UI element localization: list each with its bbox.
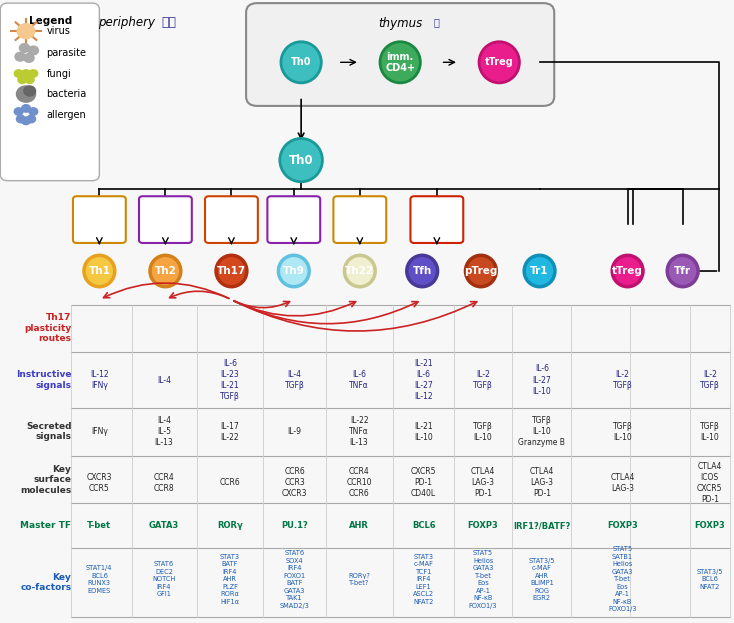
Ellipse shape bbox=[344, 255, 375, 287]
Text: Th9: Th9 bbox=[283, 266, 305, 276]
Ellipse shape bbox=[524, 255, 555, 287]
FancyBboxPatch shape bbox=[0, 3, 99, 181]
Text: TGFβ
IL-10
Granzyme B: TGFβ IL-10 Granzyme B bbox=[518, 416, 565, 447]
Circle shape bbox=[16, 86, 35, 102]
Text: CCR4
CCR8: CCR4 CCR8 bbox=[153, 473, 174, 493]
Text: Key
surface
molecules: Key surface molecules bbox=[21, 465, 71, 495]
Text: STAT5
SATB1
Helios
GATA3
T-bet
Eos
AP-1
NF-κB
FOXO1/3: STAT5 SATB1 Helios GATA3 T-bet Eos AP-1 … bbox=[608, 546, 636, 612]
Text: CCR6: CCR6 bbox=[219, 478, 240, 487]
Text: Th17
plasticity
routes: Th17 plasticity routes bbox=[24, 313, 71, 343]
Circle shape bbox=[23, 86, 35, 96]
Text: AHR: AHR bbox=[349, 521, 369, 530]
Text: pTreg: pTreg bbox=[464, 266, 498, 276]
Text: Legend: Legend bbox=[29, 16, 72, 26]
Text: BCL6: BCL6 bbox=[412, 521, 435, 530]
Text: CTLA4
LAG-3
PD-1: CTLA4 LAG-3 PD-1 bbox=[530, 467, 554, 498]
Text: IRF1?/BATF?: IRF1?/BATF? bbox=[513, 521, 570, 530]
Text: Tfr: Tfr bbox=[674, 266, 691, 276]
Text: IL-6
IL-27
IL-10: IL-6 IL-27 IL-10 bbox=[532, 364, 551, 396]
Ellipse shape bbox=[465, 255, 496, 287]
Circle shape bbox=[21, 105, 30, 112]
Text: allergen: allergen bbox=[46, 110, 87, 120]
Circle shape bbox=[23, 54, 34, 62]
Text: IL-6
TNFα: IL-6 TNFα bbox=[349, 370, 369, 390]
Ellipse shape bbox=[280, 138, 322, 182]
Text: CTLA4
LAG-3: CTLA4 LAG-3 bbox=[610, 473, 635, 493]
Text: STAT6
DEC2
NOTCH
IRF4
GFI1: STAT6 DEC2 NOTCH IRF4 GFI1 bbox=[152, 561, 175, 597]
Text: Th0: Th0 bbox=[288, 154, 313, 166]
Text: T-bet: T-bet bbox=[87, 521, 112, 530]
Circle shape bbox=[17, 24, 34, 39]
Text: RORγ: RORγ bbox=[217, 521, 243, 530]
Text: IL-4
TGFβ: IL-4 TGFβ bbox=[285, 370, 305, 390]
FancyBboxPatch shape bbox=[73, 196, 126, 243]
Text: Tfh: Tfh bbox=[413, 266, 432, 276]
Text: Th0: Th0 bbox=[291, 57, 311, 67]
Text: parasite: parasite bbox=[46, 48, 87, 58]
Text: IFNγ: IFNγ bbox=[91, 427, 108, 436]
Circle shape bbox=[21, 117, 30, 125]
Circle shape bbox=[14, 70, 23, 77]
Ellipse shape bbox=[612, 255, 643, 287]
Text: IL-22
TNFα
IL-13: IL-22 TNFα IL-13 bbox=[349, 416, 369, 447]
Ellipse shape bbox=[407, 255, 437, 287]
Text: STAT5
Helios
GATA3
T-bet
Eos
AP-1
NF-κB
FOXO1/3: STAT5 Helios GATA3 T-bet Eos AP-1 NF-κB … bbox=[469, 550, 498, 609]
Text: CXCR3
CCR5: CXCR3 CCR5 bbox=[87, 473, 112, 493]
Text: IL-4
IL-5
IL-13: IL-4 IL-5 IL-13 bbox=[155, 416, 173, 447]
Text: CXCR5
PD-1
CD40L: CXCR5 PD-1 CD40L bbox=[411, 467, 437, 498]
Text: CTLA4
ICOS
CXCR5
PD-1: CTLA4 ICOS CXCR5 PD-1 bbox=[697, 462, 722, 504]
Text: bacteria: bacteria bbox=[46, 89, 87, 99]
Ellipse shape bbox=[216, 255, 247, 287]
Circle shape bbox=[16, 115, 25, 123]
Text: 🐦🐁: 🐦🐁 bbox=[161, 16, 177, 29]
FancyBboxPatch shape bbox=[139, 196, 192, 243]
Circle shape bbox=[21, 70, 30, 77]
Text: Key
co-factors: Key co-factors bbox=[21, 573, 71, 592]
Text: STAT6
SOX4
IRF4
FOXO1
BATF
GATA3
TAK1
SMAD2/3: STAT6 SOX4 IRF4 FOXO1 BATF GATA3 TAK1 SM… bbox=[280, 550, 310, 609]
Text: GATA3: GATA3 bbox=[149, 521, 179, 530]
Text: Instructive
signals: Instructive signals bbox=[16, 370, 71, 390]
Text: periphery: periphery bbox=[98, 16, 155, 29]
Text: TGFβ
IL-10: TGFβ IL-10 bbox=[613, 422, 633, 442]
Text: IL-4: IL-4 bbox=[157, 376, 171, 384]
Text: PU.1?: PU.1? bbox=[281, 521, 308, 530]
Text: virus: virus bbox=[46, 26, 70, 36]
Text: STAT3/5
BCL6
NFAT2: STAT3/5 BCL6 NFAT2 bbox=[697, 569, 723, 590]
FancyBboxPatch shape bbox=[246, 3, 554, 106]
Text: STAT3
BATF
IRF4
AHR
PLZF
RORα
HIF1α: STAT3 BATF IRF4 AHR PLZF RORα HIF1α bbox=[220, 554, 240, 605]
Circle shape bbox=[26, 115, 35, 123]
Text: imm.
CD4+: imm. CD4+ bbox=[385, 52, 415, 73]
Text: IL-2
TGFβ: IL-2 TGFβ bbox=[613, 370, 633, 390]
Circle shape bbox=[29, 70, 37, 77]
Text: IL-17
IL-22: IL-17 IL-22 bbox=[221, 422, 239, 442]
Text: Master TF: Master TF bbox=[21, 521, 71, 530]
FancyBboxPatch shape bbox=[333, 196, 386, 243]
Text: tTreg: tTreg bbox=[485, 57, 514, 67]
Ellipse shape bbox=[380, 42, 421, 83]
Circle shape bbox=[19, 44, 29, 52]
Text: IL-9: IL-9 bbox=[288, 427, 302, 436]
Text: FOXP3: FOXP3 bbox=[468, 521, 498, 530]
Text: Th1: Th1 bbox=[88, 266, 110, 276]
Text: IL-2
TGFβ: IL-2 TGFβ bbox=[473, 370, 493, 390]
FancyBboxPatch shape bbox=[267, 196, 320, 243]
Text: CTLA4
LAG-3
PD-1: CTLA4 LAG-3 PD-1 bbox=[471, 467, 495, 498]
Text: TGFβ
IL-10: TGFβ IL-10 bbox=[473, 422, 493, 442]
Text: Tr1: Tr1 bbox=[531, 266, 549, 276]
Text: Secreted
signals: Secreted signals bbox=[26, 422, 71, 442]
Text: FOXP3: FOXP3 bbox=[607, 521, 638, 530]
Circle shape bbox=[29, 108, 37, 115]
Text: Th22: Th22 bbox=[345, 266, 374, 276]
Text: CCR4
CCR10
CCR6: CCR4 CCR10 CCR6 bbox=[346, 467, 372, 498]
Text: IL-21
IL-6
IL-27
IL-12: IL-21 IL-6 IL-27 IL-12 bbox=[414, 359, 433, 401]
Text: STAT3/5
c-MAF
AHR
BLIMP1
ROG
EGR2: STAT3/5 c-MAF AHR BLIMP1 ROG EGR2 bbox=[528, 558, 555, 601]
FancyBboxPatch shape bbox=[205, 196, 258, 243]
Text: IL-21
IL-10: IL-21 IL-10 bbox=[414, 422, 433, 442]
Text: thymus: thymus bbox=[378, 17, 422, 31]
Text: Th2: Th2 bbox=[154, 266, 176, 276]
Text: IL-12
IFNγ: IL-12 IFNγ bbox=[90, 370, 109, 390]
Circle shape bbox=[15, 52, 25, 61]
FancyBboxPatch shape bbox=[410, 196, 463, 243]
Text: TGFβ
IL-10: TGFβ IL-10 bbox=[700, 422, 719, 442]
